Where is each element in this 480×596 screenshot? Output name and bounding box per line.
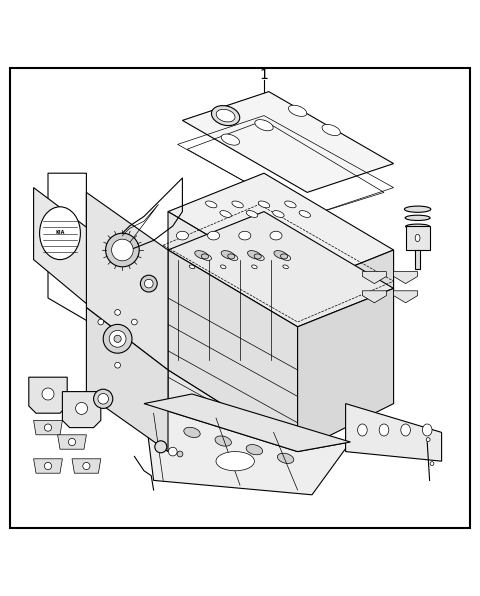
Ellipse shape [44,462,52,470]
Ellipse shape [212,105,240,126]
Ellipse shape [255,120,273,131]
Polygon shape [144,394,350,452]
Polygon shape [168,212,394,327]
Ellipse shape [177,231,188,240]
Ellipse shape [405,215,430,221]
Ellipse shape [189,265,195,269]
Ellipse shape [155,441,167,453]
Ellipse shape [430,462,434,465]
Ellipse shape [103,324,132,353]
Ellipse shape [39,207,81,260]
Text: KIA: KIA [55,230,65,235]
Ellipse shape [98,319,104,325]
Ellipse shape [274,250,288,259]
Polygon shape [362,291,386,303]
Ellipse shape [277,453,294,464]
Ellipse shape [115,309,120,315]
Polygon shape [182,92,394,193]
Ellipse shape [184,427,200,437]
Ellipse shape [358,424,367,436]
Ellipse shape [42,388,54,400]
Ellipse shape [299,210,311,218]
Ellipse shape [76,402,88,414]
Polygon shape [58,435,86,449]
Ellipse shape [216,452,254,471]
Polygon shape [415,250,420,269]
Ellipse shape [322,125,340,135]
Ellipse shape [216,109,235,122]
Polygon shape [346,403,442,461]
Ellipse shape [285,201,296,208]
Ellipse shape [140,275,157,292]
Ellipse shape [404,206,431,212]
Polygon shape [29,377,67,413]
Ellipse shape [232,201,243,208]
Ellipse shape [132,319,137,325]
Polygon shape [168,173,394,288]
Polygon shape [34,459,62,473]
Ellipse shape [221,250,235,259]
Ellipse shape [44,424,52,431]
Ellipse shape [221,134,240,145]
Ellipse shape [248,250,261,259]
Ellipse shape [220,210,231,218]
Ellipse shape [273,210,284,218]
Polygon shape [394,291,418,303]
Ellipse shape [111,239,133,261]
Ellipse shape [94,389,113,408]
Polygon shape [34,188,91,308]
Ellipse shape [83,462,90,470]
Text: 1: 1 [260,68,268,82]
Ellipse shape [288,105,307,116]
Ellipse shape [106,233,139,267]
Polygon shape [394,272,418,284]
Ellipse shape [195,250,208,259]
Ellipse shape [426,437,430,442]
Polygon shape [168,250,298,452]
Ellipse shape [109,330,126,347]
Polygon shape [298,288,394,452]
Polygon shape [72,459,101,473]
Ellipse shape [168,447,177,456]
Ellipse shape [252,265,257,269]
Polygon shape [168,212,298,327]
Ellipse shape [115,362,120,368]
Polygon shape [86,193,168,370]
Ellipse shape [246,445,263,455]
Ellipse shape [207,231,220,240]
Polygon shape [62,392,101,427]
Ellipse shape [270,231,282,240]
Ellipse shape [144,280,153,288]
Ellipse shape [69,439,75,446]
Ellipse shape [258,201,270,208]
Ellipse shape [415,234,420,241]
Ellipse shape [177,451,183,457]
Polygon shape [406,226,430,250]
Ellipse shape [406,224,430,229]
Ellipse shape [205,201,217,208]
Ellipse shape [114,335,121,342]
Ellipse shape [283,265,288,269]
Ellipse shape [246,210,258,218]
Ellipse shape [401,424,410,436]
Ellipse shape [379,424,389,436]
Polygon shape [298,250,394,327]
Ellipse shape [422,424,432,436]
Polygon shape [168,370,298,485]
Polygon shape [34,420,62,435]
Polygon shape [86,308,168,452]
Polygon shape [144,403,350,495]
Ellipse shape [98,393,108,404]
Ellipse shape [239,231,251,240]
Ellipse shape [215,436,231,446]
Polygon shape [362,272,386,284]
Ellipse shape [220,265,226,269]
